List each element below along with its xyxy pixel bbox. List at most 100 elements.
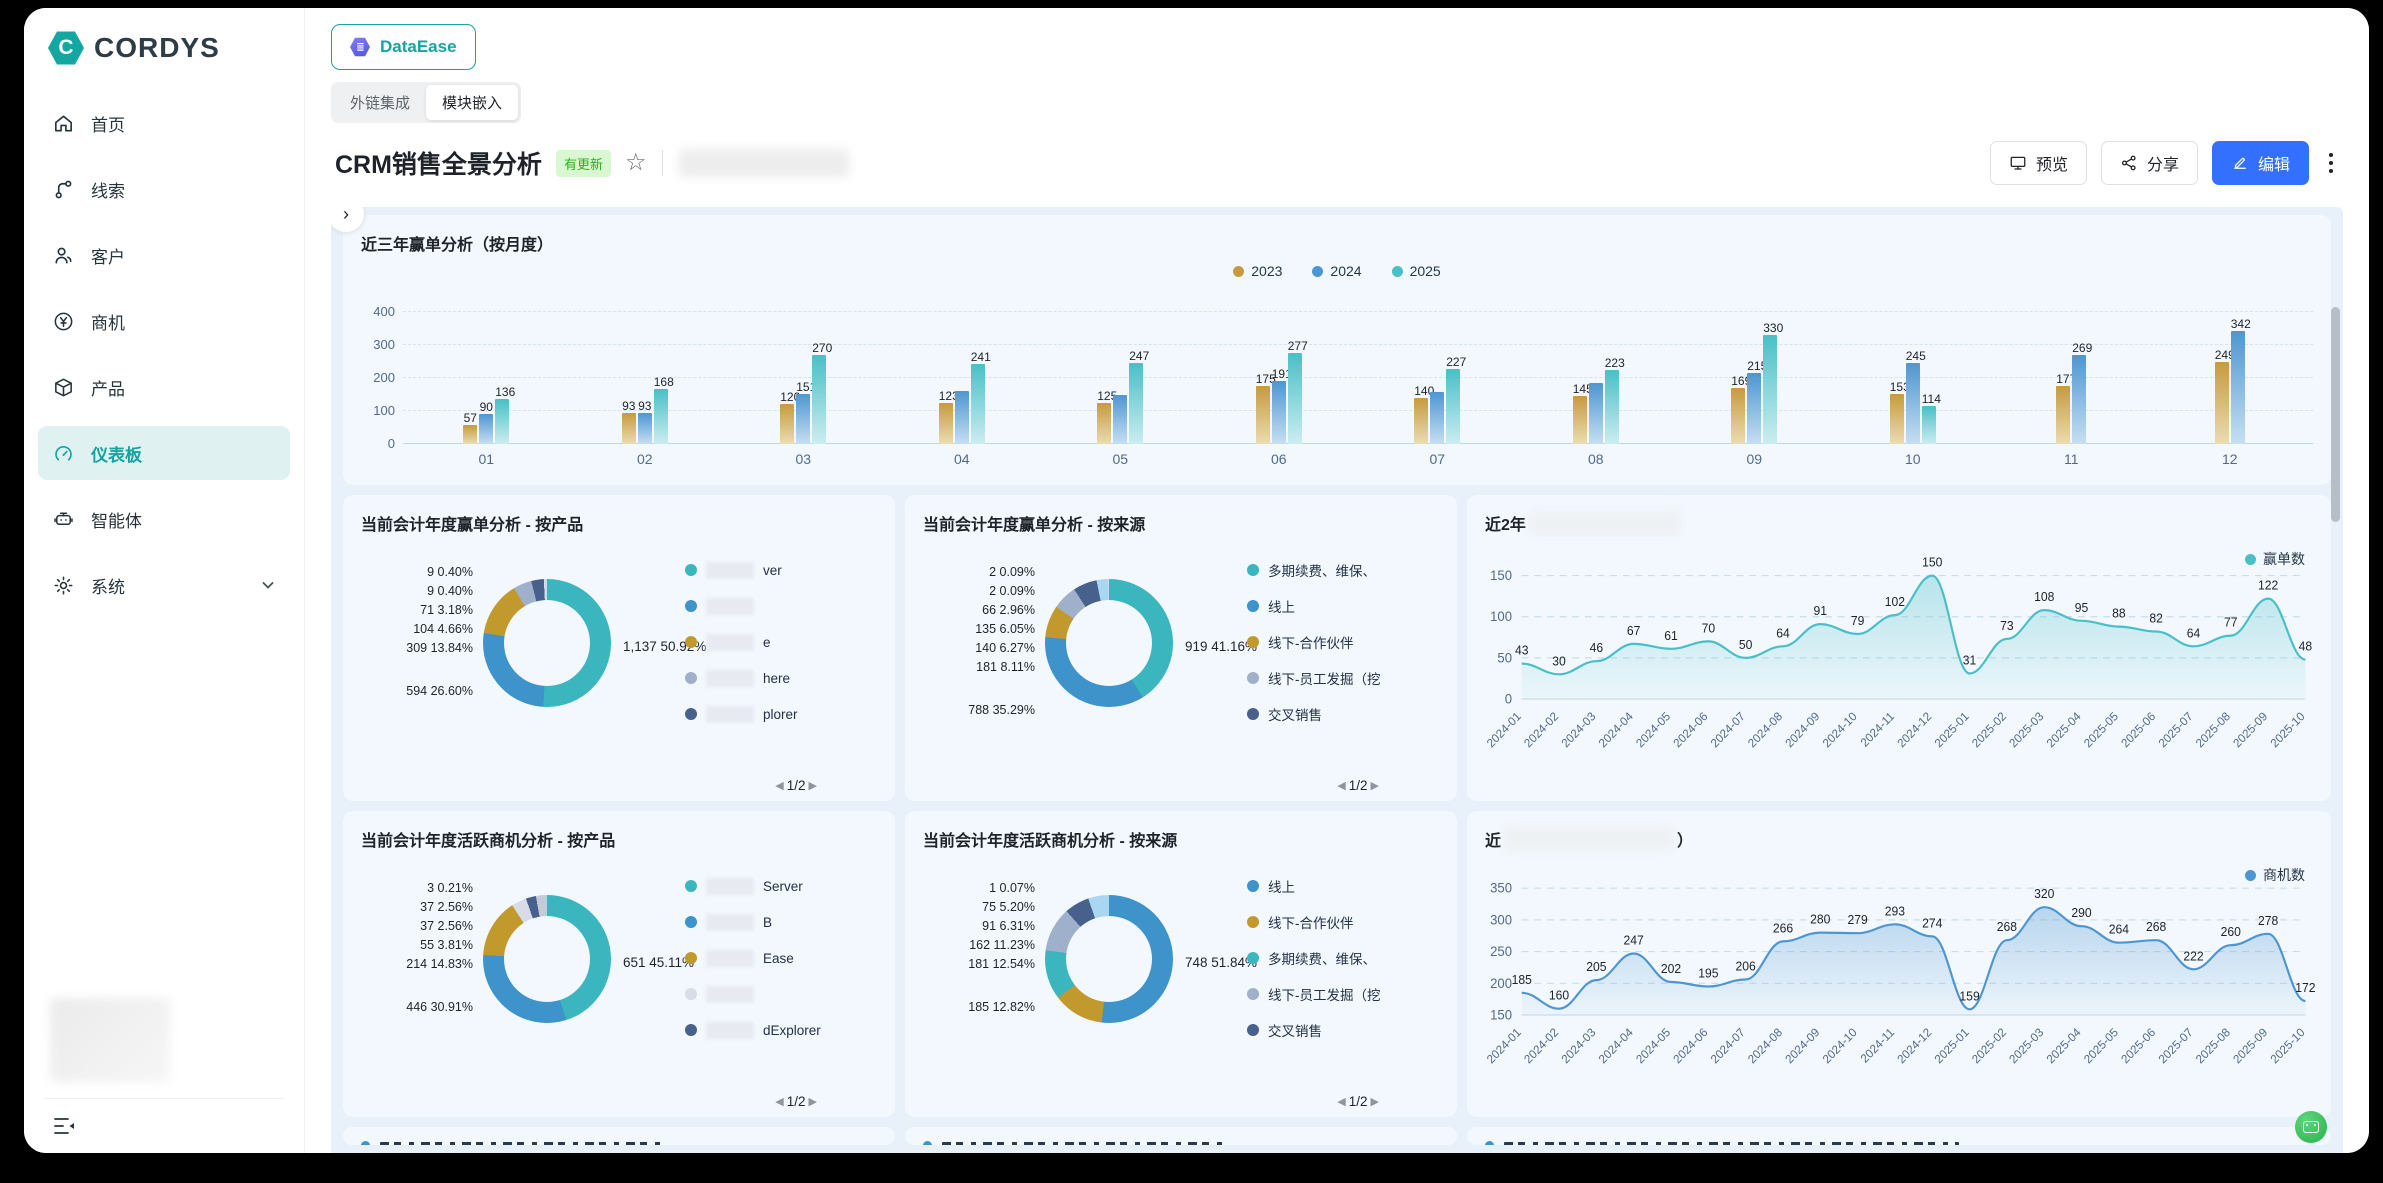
sidebar-item-仪表板[interactable]: 仪表板 <box>38 426 290 480</box>
more-menu-icon[interactable] <box>2323 147 2339 179</box>
bar-2025-05[interactable] <box>1129 362 1144 444</box>
svg-text:300: 300 <box>1490 912 1512 927</box>
bar-2025-06[interactable] <box>1287 352 1302 444</box>
donut-chart[interactable] <box>483 579 611 707</box>
legend-item[interactable]: 2024 <box>1312 263 1362 279</box>
page-prev-icon[interactable]: ◀ <box>775 1096 784 1108</box>
legend-item[interactable]: 交叉销售 <box>1247 1019 1439 1041</box>
page-next-icon[interactable]: ▶ <box>808 1096 817 1108</box>
tab-module-embed[interactable]: 模块嵌入 <box>426 85 519 120</box>
bar-2023-06[interactable] <box>1255 386 1270 444</box>
bar-2024-09[interactable] <box>1747 373 1762 444</box>
bar-2023-04[interactable] <box>938 403 953 444</box>
bar-2025-07[interactable] <box>1446 369 1461 444</box>
sidebar-collapse-icon[interactable] <box>52 1115 78 1137</box>
sidebar-item-智能体[interactable]: 智能体 <box>38 492 290 546</box>
page-prev-icon[interactable]: ◀ <box>1337 1096 1346 1108</box>
legend-item[interactable]: e <box>685 631 877 653</box>
legend-item[interactable]: plorer <box>685 703 877 725</box>
bar-2024-01[interactable] <box>479 414 494 444</box>
page-next-icon[interactable]: ▶ <box>1370 1096 1379 1108</box>
dataease-button[interactable]: ≣ DataEase <box>331 24 476 70</box>
sidebar-item-首页[interactable]: 首页 <box>38 96 290 150</box>
monitor-icon <box>2010 156 2026 170</box>
legend-item[interactable]: 交叉销售 <box>1247 703 1439 725</box>
bar-2023-02[interactable] <box>621 413 636 444</box>
legend-item[interactable]: 线上 <box>1247 595 1439 617</box>
bar-2024-12[interactable] <box>2230 331 2245 444</box>
legend-item[interactable]: B <box>685 911 877 933</box>
bar-2023-07[interactable] <box>1414 397 1429 444</box>
svg-text:2025-03: 2025-03 <box>2006 1025 2046 1066</box>
bar-2023-08[interactable] <box>1572 396 1587 444</box>
bar-2024-05[interactable] <box>1113 395 1128 444</box>
bar-2025-02[interactable] <box>653 388 668 444</box>
legend-item[interactable]: 2023 <box>1233 263 1282 279</box>
bar-2023-05[interactable] <box>1097 402 1112 444</box>
svg-text:2025-07: 2025-07 <box>2156 1025 2196 1066</box>
svg-text:320: 320 <box>2034 887 2054 901</box>
bar-2025-03[interactable] <box>812 354 827 444</box>
sidebar-item-线索[interactable]: 线索 <box>38 162 290 216</box>
legend-item[interactable]: 赢单数 <box>2245 549 2305 569</box>
assistant-float-button[interactable] <box>2295 1111 2327 1143</box>
legend-item[interactable]: ver <box>685 559 877 581</box>
bar-2025-09[interactable] <box>1763 335 1778 444</box>
bar-2024-10[interactable] <box>1905 363 1920 444</box>
bar-2023-11[interactable] <box>2056 385 2071 444</box>
bar-2024-04[interactable] <box>954 391 969 444</box>
bar-2023-09[interactable] <box>1731 388 1746 444</box>
bar-2025-08[interactable] <box>1604 370 1619 444</box>
legend-item[interactable]: 线下-员工发掘（挖 <box>1247 667 1439 689</box>
bar-2025-01[interactable] <box>495 399 510 444</box>
preview-button[interactable]: 预览 <box>1989 141 2087 185</box>
legend-item[interactable]: 商机数 <box>2245 865 2305 885</box>
page-title: CRM销售全景分析 <box>335 151 542 179</box>
donut-chart[interactable] <box>1045 895 1173 1023</box>
legend-item[interactable]: Server <box>685 875 877 897</box>
page-next-icon[interactable]: ▶ <box>1370 780 1379 792</box>
bar-2024-11[interactable] <box>2072 355 2087 444</box>
bar-2024-06[interactable] <box>1271 380 1286 444</box>
legend-item[interactable]: 线下-员工发掘（挖 <box>1247 983 1439 1005</box>
legend-item[interactable]: Ease <box>685 947 877 969</box>
sidebar-item-客户[interactable]: 客户 <box>38 228 290 282</box>
legend-blurred-text <box>706 913 754 931</box>
legend-item[interactable]: dExplorer <box>685 1019 877 1041</box>
bar-2024-02[interactable] <box>637 413 652 444</box>
sidebar-item-商机[interactable]: 商机 <box>38 294 290 348</box>
legend-item[interactable] <box>685 595 877 617</box>
tab-external-link[interactable]: 外链集成 <box>350 95 411 112</box>
legend-item[interactable]: here <box>685 667 877 689</box>
star-icon[interactable]: ☆ <box>624 149 647 176</box>
legend-item[interactable]: 线下-合作伙伴 <box>1247 911 1439 933</box>
legend-item[interactable]: 线上 <box>1247 875 1439 897</box>
legend-item[interactable]: 线下-合作伙伴 <box>1247 631 1439 653</box>
bar-2023-12[interactable] <box>2214 361 2229 444</box>
line-legend: 赢单数 <box>2245 549 2305 569</box>
page-prev-icon[interactable]: ◀ <box>775 780 784 792</box>
legend-item[interactable]: 多期续费、维保、 <box>1247 559 1439 581</box>
vertical-scrollbar[interactable] <box>2331 307 2340 522</box>
bar-2025-04[interactable] <box>970 364 985 444</box>
legend-item[interactable] <box>685 983 877 1005</box>
legend-item[interactable]: 2025 <box>1391 263 1441 279</box>
sidebar-item-系统[interactable]: 系统 <box>38 558 290 612</box>
svg-text:268: 268 <box>1997 920 2017 934</box>
bar-2023-03[interactable] <box>780 404 795 444</box>
bar-2024-03[interactable] <box>796 394 811 444</box>
panel-expand-handle[interactable]: › <box>331 207 365 233</box>
edit-button[interactable]: 编辑 <box>2211 141 2309 185</box>
donut-chart[interactable] <box>483 895 611 1023</box>
bar-2023-10[interactable] <box>1889 393 1904 444</box>
donut-chart[interactable] <box>1045 579 1173 707</box>
legend-item[interactable]: 多期续费、维保、 <box>1247 947 1439 969</box>
share-button[interactable]: 分享 <box>2100 141 2198 185</box>
bar-2025-10[interactable] <box>1921 406 1936 444</box>
page-prev-icon[interactable]: ◀ <box>1337 780 1346 792</box>
sidebar-item-产品[interactable]: 产品 <box>38 360 290 414</box>
bar-2024-08[interactable] <box>1588 382 1603 444</box>
bar-2023-01[interactable] <box>463 425 478 444</box>
bar-2024-07[interactable] <box>1430 391 1445 444</box>
page-next-icon[interactable]: ▶ <box>808 780 817 792</box>
